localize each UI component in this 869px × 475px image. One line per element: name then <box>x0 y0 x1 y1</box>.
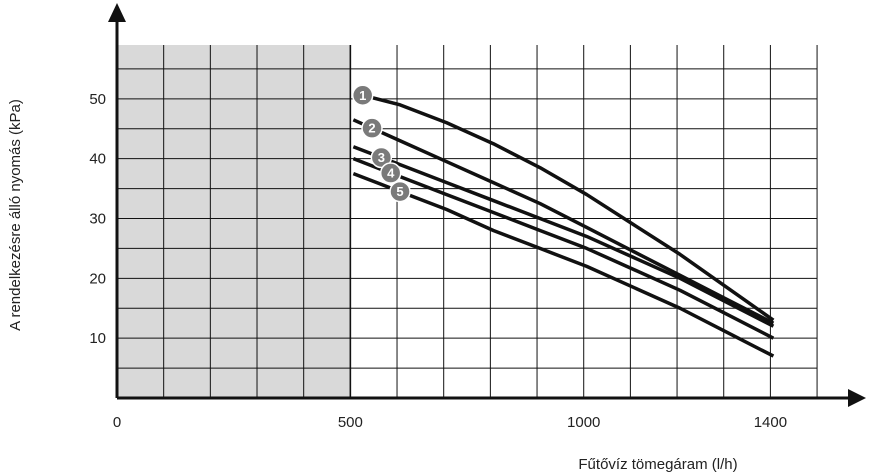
series-marker-3 <box>370 146 393 169</box>
y-tick-label: 30 <box>89 211 106 228</box>
series-line-1 <box>352 91 775 322</box>
series-line-2 <box>352 118 775 325</box>
tick-labels: 0 500 1000 1400 10 20 30 40 50 <box>89 91 787 431</box>
axes <box>108 3 866 407</box>
series-marker-5 <box>389 180 411 203</box>
y-tick-label: 40 <box>89 151 106 168</box>
x-axis-label: Fűtővíz tömegáram (l/h) <box>578 456 737 473</box>
y-tick-label: 20 <box>89 270 106 287</box>
y-axis-arrow <box>108 3 126 22</box>
series-line-5 <box>352 172 775 358</box>
x-tick-label: 0 <box>113 414 121 431</box>
series-marker-2 <box>361 117 383 139</box>
series-marker-label: 2 <box>368 121 375 136</box>
series-marker-label: 3 <box>378 150 385 165</box>
series-line-3 <box>352 145 775 328</box>
series-marker-1 <box>351 84 374 107</box>
series-lines <box>352 91 775 358</box>
x-tick-label: 500 <box>338 414 363 431</box>
x-tick-label: 1400 <box>754 414 787 431</box>
series-marker-label: 4 <box>387 166 395 181</box>
series-marker-label: 1 <box>359 88 366 103</box>
shaded-region <box>117 45 351 398</box>
y-axis-label: A rendelkezésre álló nyomás (kPa) <box>7 99 24 331</box>
y-tick-label: 10 <box>89 330 106 347</box>
x-tick-label: 1000 <box>567 414 600 431</box>
series-marker-4 <box>379 162 402 184</box>
x-axis-arrow <box>848 389 866 407</box>
y-tick-label: 50 <box>89 91 106 108</box>
series-line-4 <box>352 157 775 340</box>
series-marker-label: 5 <box>396 184 403 199</box>
